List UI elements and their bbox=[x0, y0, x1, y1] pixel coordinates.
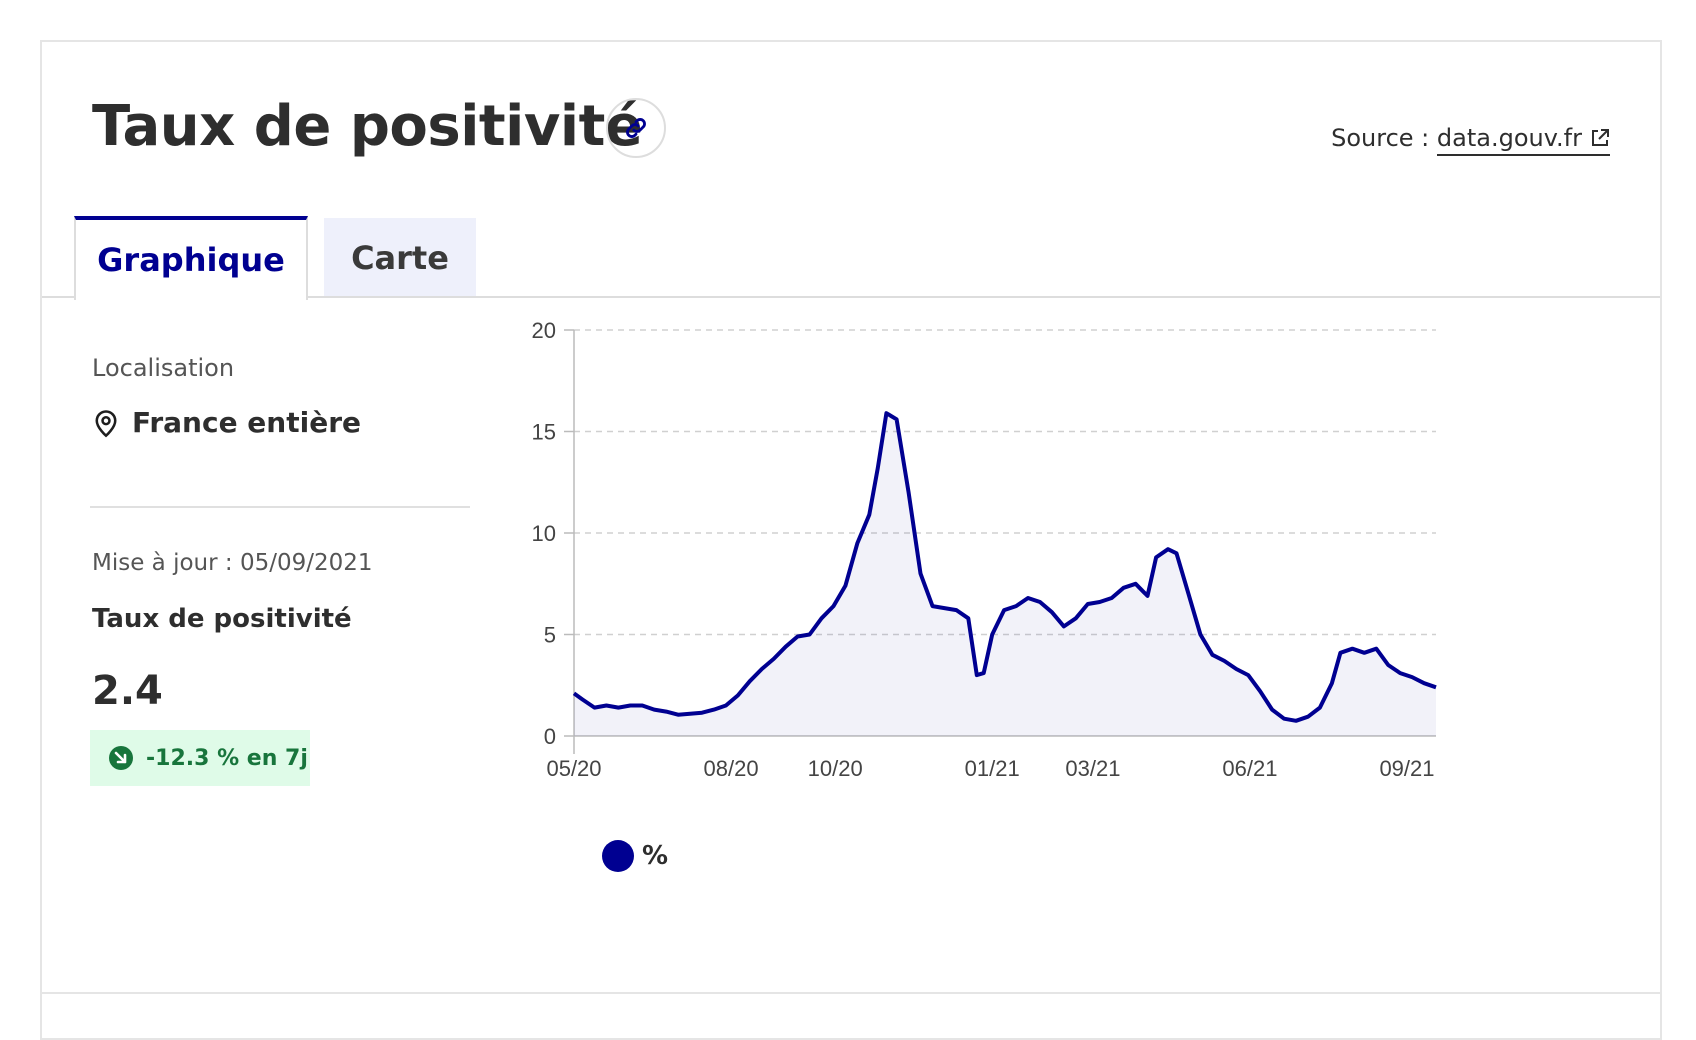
x-tick-label: 06/21 bbox=[1222, 756, 1277, 781]
sidebar-divider bbox=[90, 506, 470, 508]
x-tick-label: 03/21 bbox=[1065, 756, 1120, 781]
tab-carte[interactable]: Carte bbox=[324, 218, 476, 298]
x-tick-label: 10/20 bbox=[808, 756, 863, 781]
source-link[interactable]: data.gouv.fr bbox=[1436, 124, 1610, 156]
copy-link-button[interactable] bbox=[606, 98, 666, 158]
x-tick-label: 09/21 bbox=[1379, 756, 1434, 781]
x-tick-labels: 05/20 08/20 10/20 01/21 03/21 06/21 09/21 bbox=[546, 756, 1434, 781]
x-tick-label: 05/20 bbox=[546, 756, 601, 781]
y-tick-label: 0 bbox=[544, 724, 556, 749]
source-label: Source : bbox=[1331, 124, 1437, 152]
chart-legend: % bbox=[602, 840, 668, 872]
location-label: Localisation bbox=[92, 354, 235, 382]
series-line bbox=[572, 411, 1437, 723]
tabs-divider bbox=[42, 296, 1660, 298]
legend-label: % bbox=[642, 841, 669, 871]
trend-text: -12.3 % en 7j bbox=[146, 745, 308, 771]
arrow-down-right-icon bbox=[109, 746, 133, 770]
x-tick-label: 08/20 bbox=[704, 756, 759, 781]
update-date: Mise à jour : 05/09/2021 bbox=[92, 550, 373, 576]
trend-badge: -12.3 % en 7j bbox=[90, 730, 310, 786]
location-value: France entière bbox=[132, 406, 362, 439]
y-tick-labels: 0 5 10 15 20 bbox=[532, 318, 574, 749]
kpi-title: Taux de positivité bbox=[92, 604, 352, 634]
y-tick-label: 10 bbox=[532, 521, 556, 546]
map-pin-icon bbox=[95, 409, 117, 437]
location-selector[interactable]: France entière bbox=[92, 406, 361, 439]
series-area bbox=[574, 413, 1436, 736]
external-link-icon bbox=[1592, 129, 1609, 146]
link-icon bbox=[626, 118, 646, 138]
page-title: Taux de positivité bbox=[92, 94, 643, 159]
legend-swatch bbox=[602, 840, 634, 872]
card-bottom-divider bbox=[42, 992, 1660, 994]
y-tick-label: 20 bbox=[532, 318, 556, 343]
y-tick-label: 15 bbox=[532, 420, 556, 445]
source-attribution: Source : data.gouv.fr bbox=[1331, 124, 1610, 156]
chart-card: Taux de positivité Source : data.gouv.fr… bbox=[40, 40, 1662, 1040]
chart-grid bbox=[574, 329, 1436, 636]
tab-graphique[interactable]: Graphique bbox=[74, 216, 308, 300]
kpi-value: 2.4 bbox=[92, 668, 163, 714]
chart-axes bbox=[573, 330, 1436, 754]
y-tick-label: 5 bbox=[544, 623, 556, 648]
x-tick-label: 01/21 bbox=[965, 756, 1020, 781]
